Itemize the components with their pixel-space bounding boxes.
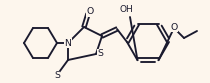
Text: S: S — [54, 71, 60, 81]
Text: O: O — [86, 7, 94, 17]
Text: O: O — [170, 22, 178, 32]
Text: OH: OH — [119, 5, 133, 15]
Text: S: S — [97, 49, 103, 59]
Text: N: N — [64, 39, 71, 47]
